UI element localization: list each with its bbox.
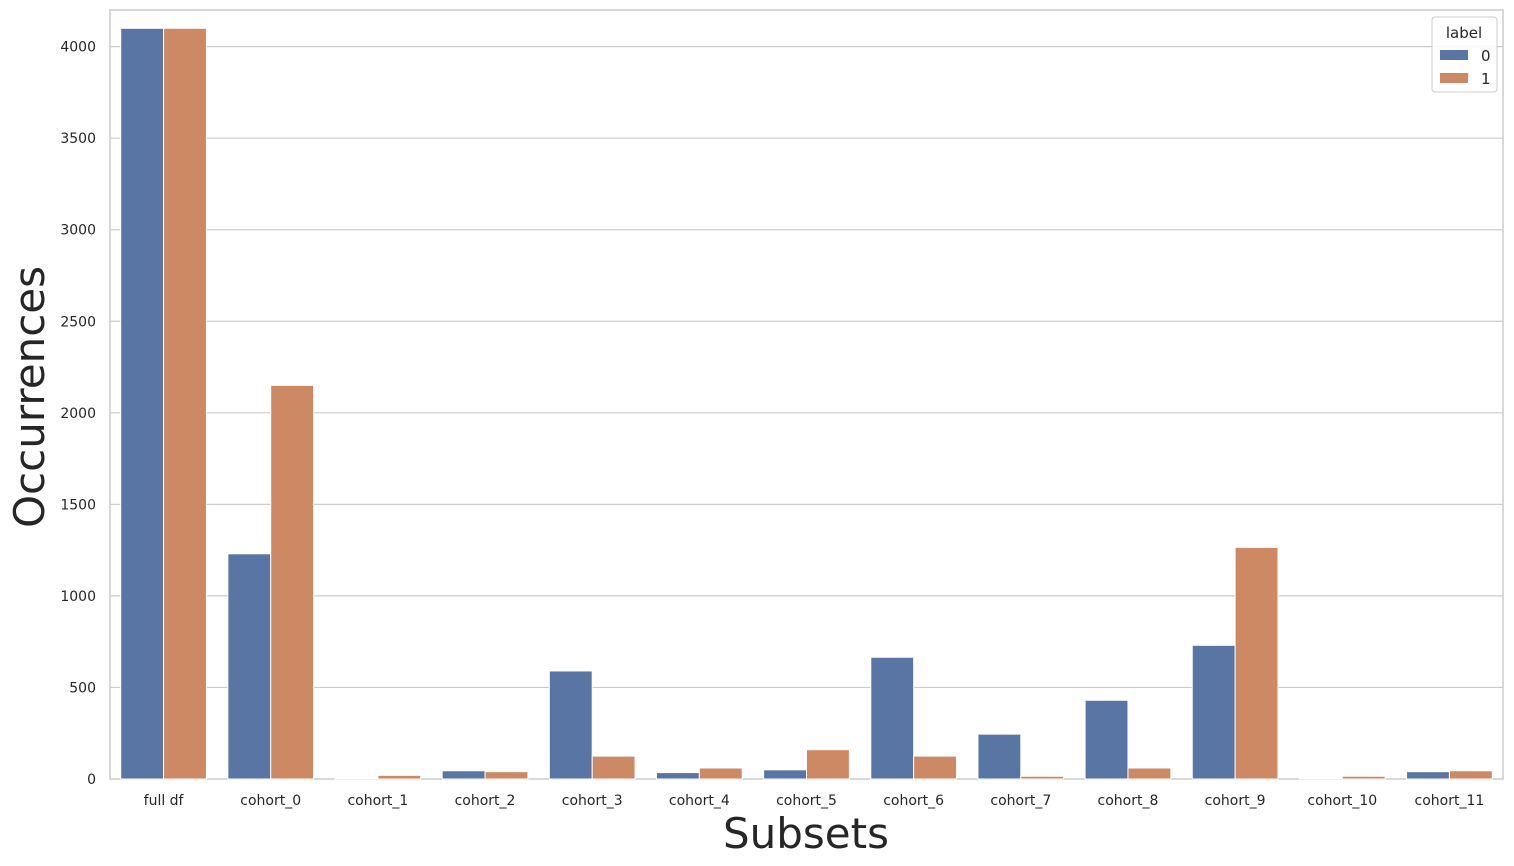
x-tick-label-6: cohort_5 [776,793,837,809]
bar-cohort_4-label-0 [655,772,700,780]
bar-cohort_8-label-0 [1084,699,1129,780]
y-tick-label-2: 1000 [60,589,96,605]
legend: label 0 1 [1431,16,1498,93]
x-tick-label-0: full df [144,793,185,809]
plot-background [109,9,1504,780]
x-tick-label-8: cohort_7 [990,793,1051,809]
bar-cohort_10-label-0 [1298,777,1343,780]
x-tick-label-4: cohort_3 [562,793,623,809]
bar-cohort_2-label-1 [484,771,529,780]
x-tick-label-1: cohort_0 [240,793,301,809]
bar-cohort_5-label-1 [806,749,850,780]
x-tick-label-3: cohort_2 [455,793,516,809]
bar-cohort_8-label-1 [1127,767,1172,780]
y-tick-label-7: 3500 [60,131,96,147]
bar-cohort_9-label-0 [1191,644,1236,780]
bar-cohort_3-label-0 [548,670,593,780]
bar-cohort_9-label-1 [1234,546,1279,780]
bar-cohort_11-label-0 [1406,771,1450,780]
x-tick-label-11: cohort_10 [1307,793,1377,809]
bar-cohort_11-label-1 [1448,770,1493,780]
bars [120,27,1493,780]
x-tick-label-2: cohort_1 [347,793,408,809]
bar-full-df-label-1 [163,27,207,780]
y-tick-label-0: 0 [87,772,96,788]
y-axis-ticks: 0 500 1000 1500 2000 2500 3000 3500 4000 [60,40,96,788]
legend-entry-0: 0 [1481,47,1491,65]
x-tick-label-7: cohort_6 [883,793,944,809]
bar-cohort_7-label-0 [977,733,1022,780]
x-tick-label-12: cohort_11 [1415,793,1485,809]
y-tick-label-3: 1500 [60,497,96,513]
bar-cohort_0-label-0 [227,553,272,780]
bar-cohort_1-label-1 [377,774,422,780]
y-tick-label-1: 500 [69,680,96,696]
bar-cohort_1-label-0 [334,777,379,780]
legend-entry-1: 1 [1481,70,1491,88]
legend-swatch-1 [1440,73,1468,83]
y-tick-label-8: 4000 [60,40,96,56]
bar-cohort_6-label-1 [913,755,958,780]
x-axis-title: Subsets [723,809,889,858]
y-tick-label-4: 2000 [60,406,96,422]
x-tick-label-9: cohort_8 [1098,793,1159,809]
x-axis-ticks: full df cohort_0 cohort_1 cohort_2 cohort_3 c… [144,793,1485,809]
bar-cohort_0-label-1 [270,384,315,780]
y-tick-label-5: 2500 [60,314,96,330]
legend-title: label [1446,24,1482,42]
bar-cohort_6-label-0 [870,656,915,780]
gridlines [110,46,1503,689]
y-tick-label-6: 3000 [60,223,96,239]
x-tick-label-5: cohort_4 [669,793,730,809]
bar-cohort_5-label-0 [763,769,808,780]
bar-cohort_7-label-1 [1020,775,1065,780]
bar-full-df-label-0 [120,27,165,780]
bar-cohort_10-label-1 [1341,775,1386,780]
bar-cohort_4-label-1 [698,767,743,780]
y-axis-title: Occurrences [5,266,54,528]
legend-swatch-0 [1440,50,1468,60]
bar-cohort_2-label-0 [441,770,486,780]
x-tick-label-10: cohort_9 [1205,793,1266,809]
bar-cohort_3-label-1 [591,755,636,780]
